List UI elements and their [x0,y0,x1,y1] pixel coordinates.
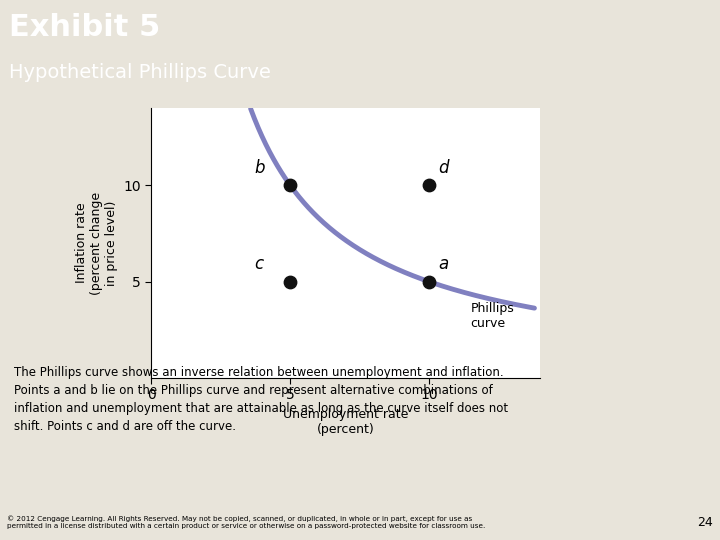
Text: a: a [438,255,449,273]
Text: Hypothetical Phillips Curve: Hypothetical Phillips Curve [9,63,271,82]
Text: © 2012 Cengage Learning. All Rights Reserved. May not be copied, scanned, or dup: © 2012 Cengage Learning. All Rights Rese… [7,516,485,529]
Point [284,181,296,190]
Text: Phillips
curve: Phillips curve [471,302,514,330]
Text: d: d [438,159,449,177]
Text: 24: 24 [697,516,713,529]
Y-axis label: Inflation rate
(percent change
in price level): Inflation rate (percent change in price … [75,192,117,294]
Text: Exhibit 5: Exhibit 5 [9,13,160,42]
Point [284,277,296,286]
Point [423,277,435,286]
X-axis label: Unemployment rate
(percent): Unemployment rate (percent) [283,408,408,436]
Text: The Phillips curve shows an inverse relation between unemployment and inflation.: The Phillips curve shows an inverse rela… [14,366,508,433]
Text: c: c [254,255,263,273]
Text: b: b [254,159,264,177]
Point [423,181,435,190]
